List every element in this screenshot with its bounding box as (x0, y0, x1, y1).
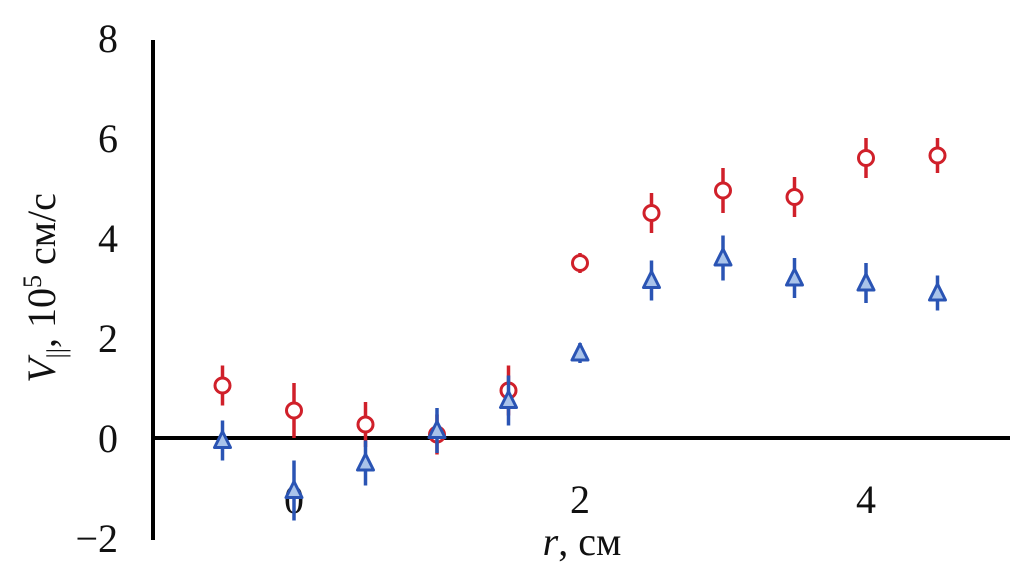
series-2 (213, 235, 947, 521)
y-tick-labels: 8 6 4 2 0 −2 (75, 16, 118, 561)
y-tick-label: 2 (98, 316, 118, 361)
circle-point (356, 415, 375, 434)
circle-point (571, 254, 589, 272)
circle-point (642, 204, 661, 222)
triangle-point (642, 270, 661, 289)
x-axis-title-unit: , см (558, 519, 621, 564)
circle-point (285, 401, 303, 420)
triangle-point (713, 247, 733, 267)
y-tick-label: −2 (75, 516, 118, 561)
y-tick-label: 0 (98, 416, 118, 461)
circle-point (928, 146, 947, 165)
y-tick-label: 6 (98, 116, 118, 161)
x-axis-title-var: r (543, 519, 559, 564)
triangle-point (427, 420, 447, 439)
x-tick-labels: 024 (284, 477, 876, 522)
y-axis-title-var: V (19, 354, 64, 383)
y-axis-title-unit: см/с (19, 193, 64, 275)
y-tick-label: 8 (98, 16, 118, 61)
triangle-point (570, 342, 590, 362)
x-tick-label: 2 (570, 477, 590, 522)
axes (151, 40, 1010, 540)
y-axis-title-exp: 5 (18, 275, 47, 288)
triangle-point (499, 390, 518, 409)
triangle-point (356, 452, 375, 472)
circle-point (785, 188, 804, 206)
y-tick-label: 4 (98, 216, 118, 261)
triangle-point (785, 267, 804, 287)
triangle-point (856, 272, 876, 292)
y-axis-title: V||, 105 см/с (18, 193, 71, 383)
triangle-point (284, 480, 304, 499)
triangle-point (213, 430, 232, 449)
y-axis-title-sub: || (42, 348, 71, 358)
circle-point (213, 376, 232, 395)
data-marks (213, 138, 947, 521)
circle-point (714, 181, 732, 200)
series-1 (213, 138, 947, 455)
y-axis-title-comma: , 10 (19, 288, 64, 348)
x-axis-title: r, см (543, 519, 622, 564)
x-tick-label: 4 (856, 477, 876, 522)
circle-point (857, 149, 875, 167)
triangle-point (928, 282, 947, 302)
